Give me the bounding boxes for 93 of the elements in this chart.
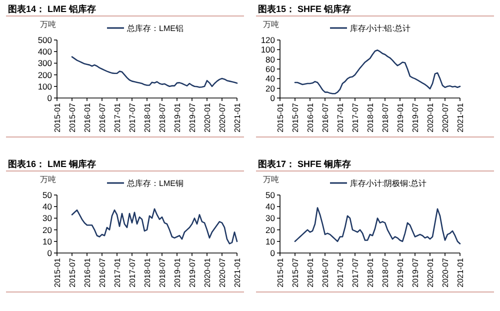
- chart-title: 图表15： SHFE 铝库存: [258, 4, 352, 14]
- x-tick-label: 2016-07: [98, 102, 107, 132]
- x-tick-label: 2017-01: [336, 257, 345, 288]
- legend-label: 总库存：LME铜: [126, 179, 184, 188]
- x-tick-label: 2020-07: [218, 257, 227, 288]
- x-tick-label: 2017-07: [128, 102, 137, 132]
- y-tick-label: 40: [266, 74, 276, 84]
- y-tick-label: 20: [266, 224, 276, 235]
- x-tick-label: 2017-01: [336, 102, 345, 132]
- y-tick-label: 300: [38, 58, 52, 68]
- x-tick-label: 2016-07: [98, 257, 107, 288]
- x-tick-label: 2015-07: [291, 257, 300, 288]
- x-tick-label: 2018-01: [143, 102, 152, 132]
- x-tick-label: 2016-01: [306, 257, 315, 288]
- x-tick-label: 2018-07: [381, 257, 390, 288]
- x-tick-label: 2016-07: [321, 257, 330, 288]
- x-tick-label: 2020-01: [203, 102, 212, 132]
- x-tick-label: 2020-07: [441, 257, 450, 288]
- legend-label: 库存小计:阴极铜:总计: [350, 179, 426, 188]
- x-tick-label: 2021-01: [456, 257, 465, 288]
- line-series: [294, 50, 461, 94]
- x-tick-label: 2020-01: [426, 102, 435, 132]
- y-tick-label: 40: [266, 202, 276, 212]
- x-tick-label: 2017-07: [351, 102, 360, 132]
- y-tick-label: 0: [47, 93, 52, 103]
- y-tick-label: 40: [42, 202, 52, 212]
- x-tick-label: 2021-01: [456, 102, 465, 132]
- x-tick-label: 2018-01: [366, 102, 375, 132]
- x-tick-label: 2017-01: [113, 102, 122, 132]
- x-tick-label: 2017-07: [351, 257, 360, 288]
- x-tick-label: 2021-01: [233, 257, 242, 288]
- x-tick-label: 2015-07: [68, 102, 77, 132]
- y-tick-label: 20: [42, 224, 52, 235]
- legend-label: 总库存：LME铝: [126, 24, 184, 33]
- x-tick-label: 2020-01: [426, 257, 435, 288]
- y-tick-label: 30: [266, 213, 276, 224]
- x-tick-label: 2015-01: [276, 102, 285, 132]
- x-tick-label: 2018-07: [158, 102, 167, 132]
- y-tick-label: 60: [266, 64, 276, 74]
- x-tick-label: 2021-01: [233, 102, 242, 132]
- x-tick-label: 2016-01: [83, 102, 92, 132]
- x-tick-label: 2018-07: [381, 102, 390, 132]
- chart-title: 图表17： SHFE 铜库存: [258, 159, 352, 169]
- x-tick-label: 2020-07: [218, 102, 227, 132]
- x-tick-label: 2015-07: [291, 102, 300, 132]
- y-axis-title: 万吨: [40, 175, 56, 184]
- x-tick-label: 2019-07: [411, 257, 420, 288]
- chart-title: 图表16： LME 铜库存: [8, 159, 96, 169]
- y-tick-label: 50: [42, 190, 52, 200]
- x-tick-label: 2017-01: [113, 257, 122, 288]
- y-tick-label: 120: [260, 35, 276, 45]
- y-axis-title: 万吨: [263, 20, 279, 29]
- y-tick-label: 10: [42, 236, 52, 246]
- x-tick-label: 2015-01: [53, 257, 62, 288]
- x-tick-label: 2019-01: [173, 257, 182, 288]
- x-tick-label: 2019-01: [396, 257, 405, 288]
- y-axis-title: 万吨: [263, 175, 279, 184]
- line-series: [294, 207, 461, 244]
- y-tick-label: 500: [38, 35, 52, 45]
- legend-label: 库存小计:铝:总计: [350, 24, 410, 33]
- y-tick-label: 10: [266, 236, 276, 246]
- y-tick-label: 20: [266, 83, 276, 94]
- line-series: [71, 56, 238, 88]
- x-tick-label: 2019-07: [188, 102, 197, 132]
- x-tick-label: 2018-07: [158, 257, 167, 288]
- y-tick-label: 200: [38, 70, 52, 80]
- x-tick-label: 2020-07: [441, 102, 450, 132]
- y-tick-label: 100: [260, 44, 276, 55]
- y-tick-label: 0: [270, 93, 276, 103]
- y-tick-label: 400: [38, 46, 52, 57]
- x-tick-label: 2017-07: [128, 257, 137, 288]
- x-tick-label: 2018-01: [366, 257, 375, 288]
- y-tick-label: 50: [266, 190, 276, 200]
- x-tick-label: 2018-01: [143, 257, 152, 288]
- y-tick-label: 30: [42, 213, 52, 224]
- x-tick-label: 2015-01: [276, 257, 285, 288]
- y-tick-label: 100: [38, 81, 52, 92]
- line-series: [71, 208, 238, 244]
- x-tick-label: 2016-01: [83, 257, 92, 288]
- x-tick-label: 2015-01: [53, 102, 62, 132]
- x-tick-label: 2020-01: [203, 257, 212, 288]
- x-tick-label: 2019-01: [173, 102, 182, 132]
- y-axis-title: 万吨: [40, 20, 56, 29]
- x-tick-label: 2019-01: [396, 102, 405, 132]
- x-tick-label: 2019-07: [188, 257, 197, 288]
- x-tick-label: 2015-07: [68, 257, 77, 288]
- chart-title: 图表14： LME 铝库存: [8, 4, 96, 14]
- y-tick-label: 80: [266, 54, 276, 64]
- x-tick-label: 2016-01: [306, 102, 315, 132]
- y-tick-label: 0: [47, 248, 52, 258]
- y-tick-label: 0: [270, 248, 276, 258]
- x-tick-label: 2016-07: [321, 102, 330, 132]
- x-tick-label: 2019-07: [411, 102, 420, 132]
